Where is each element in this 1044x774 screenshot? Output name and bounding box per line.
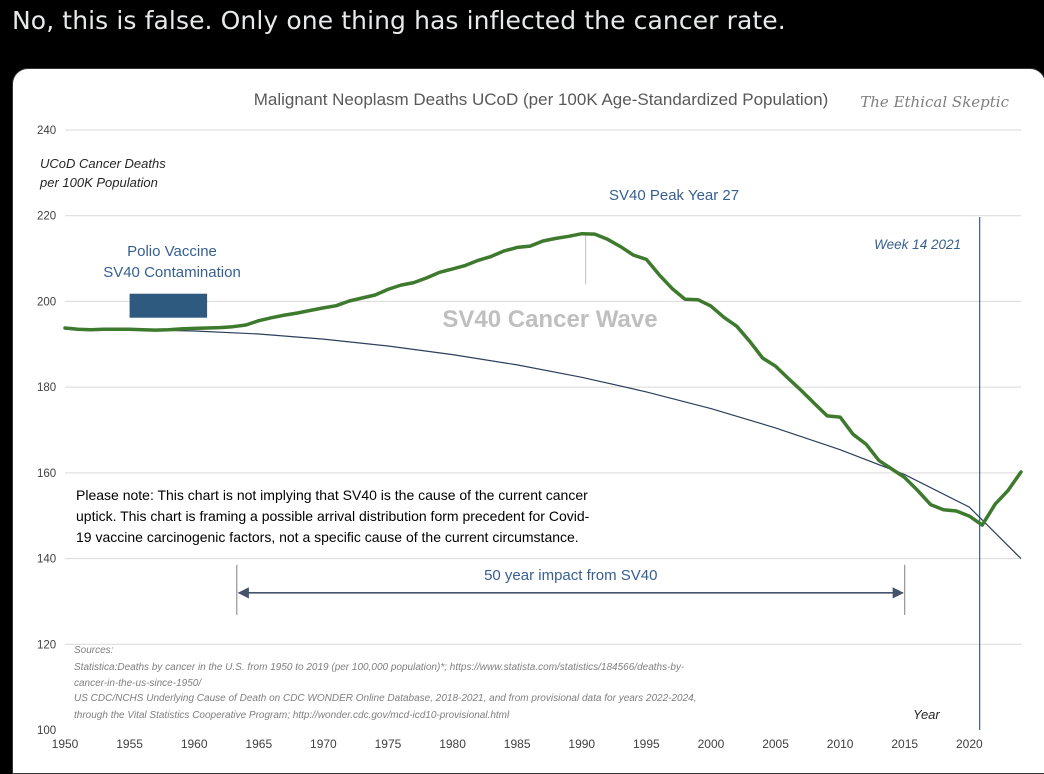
x-tick-1970: 1970 [310,737,337,751]
post-text: No, this is false. Only one thing has in… [12,6,786,35]
x-axis-label: Year [913,707,940,722]
polio-label-line1: Polio Vaccine [127,243,217,260]
y-tick-100: 100 [37,725,56,737]
chart-title: Malignant Neoplasm Deaths UCoD (per 100K… [254,90,829,109]
x-tick-2010: 2010 [827,737,854,751]
chart-svg: 100 120 140 160 180 200 220 240 1950 1955 1960 196… [37,90,1023,751]
sources-line2: Statistica:Deaths by cancer in the U.S. … [74,662,685,673]
polio-label-line2: SV40 Contamination [103,264,241,281]
x-tick-1990: 1990 [568,737,595,751]
sources-line1: Sources: [74,645,114,656]
y-tick-120: 120 [37,639,56,651]
y-axis-label-line2: per 100K Population [39,175,158,190]
x-tick-1975: 1975 [375,737,402,751]
gridlines [65,129,1021,645]
sources-block: Sources: Statistica:Deaths by cancer in … [74,645,697,721]
y-tick-240: 240 [37,125,56,137]
note-line2: uptick. This chart is framing a possible… [76,508,590,524]
sv40-wave-label: SV40 Cancer Wave [442,306,657,333]
impact-label: 50 year impact from SV40 [484,567,657,584]
polio-vaccine-bar [129,293,208,318]
sources-line5: through the Vital Statistics Cooperative… [74,710,510,721]
x-tick-2000: 2000 [698,737,725,751]
peak-label: SV40 Peak Year 27 [609,187,739,204]
x-tick-1980: 1980 [439,737,466,751]
chart-card[interactable]: 100 120 140 160 180 200 220 240 1950 1955 1960 196… [12,68,1044,774]
note-line1: Please note: This chart is not implying … [76,487,588,503]
y-tick-140: 140 [37,554,56,566]
watermark: The Ethical Skeptic [860,93,1009,111]
x-tick-1955: 1955 [116,737,143,751]
sources-line3: cancer-in-the-us-since-1950/ [74,678,202,689]
y-tick-160: 160 [37,468,56,480]
sources-line4: US CDC/NCHS Underlying Cause of Death on… [74,693,697,704]
note-line3: 19 vaccine carcinogenic factors, not a s… [76,529,579,545]
baseline-trend-line [64,328,1022,560]
y-tick-180: 180 [37,382,56,394]
x-tick-1985: 1985 [504,737,531,751]
x-tick-1950: 1950 [52,737,79,751]
x-tick-labels: 1950 1955 1960 1965 1970 1975 1980 1985 1990 1995… [52,737,983,751]
y-tick-labels: 100 120 140 160 180 200 220 240 [37,125,56,737]
x-tick-2020: 2020 [956,737,983,751]
x-tick-2015: 2015 [891,737,918,751]
cancer-deaths-line [63,231,1023,527]
x-tick-1965: 1965 [245,737,272,751]
x-tick-1960: 1960 [181,737,208,751]
week-label: Week 14 2021 [874,237,961,252]
y-tick-220: 220 [37,211,56,223]
y-tick-200: 200 [37,296,56,308]
x-tick-2005: 2005 [762,737,789,751]
y-axis-label-line1: UCoD Cancer Deaths [40,156,166,171]
x-tick-1995: 1995 [633,737,660,751]
